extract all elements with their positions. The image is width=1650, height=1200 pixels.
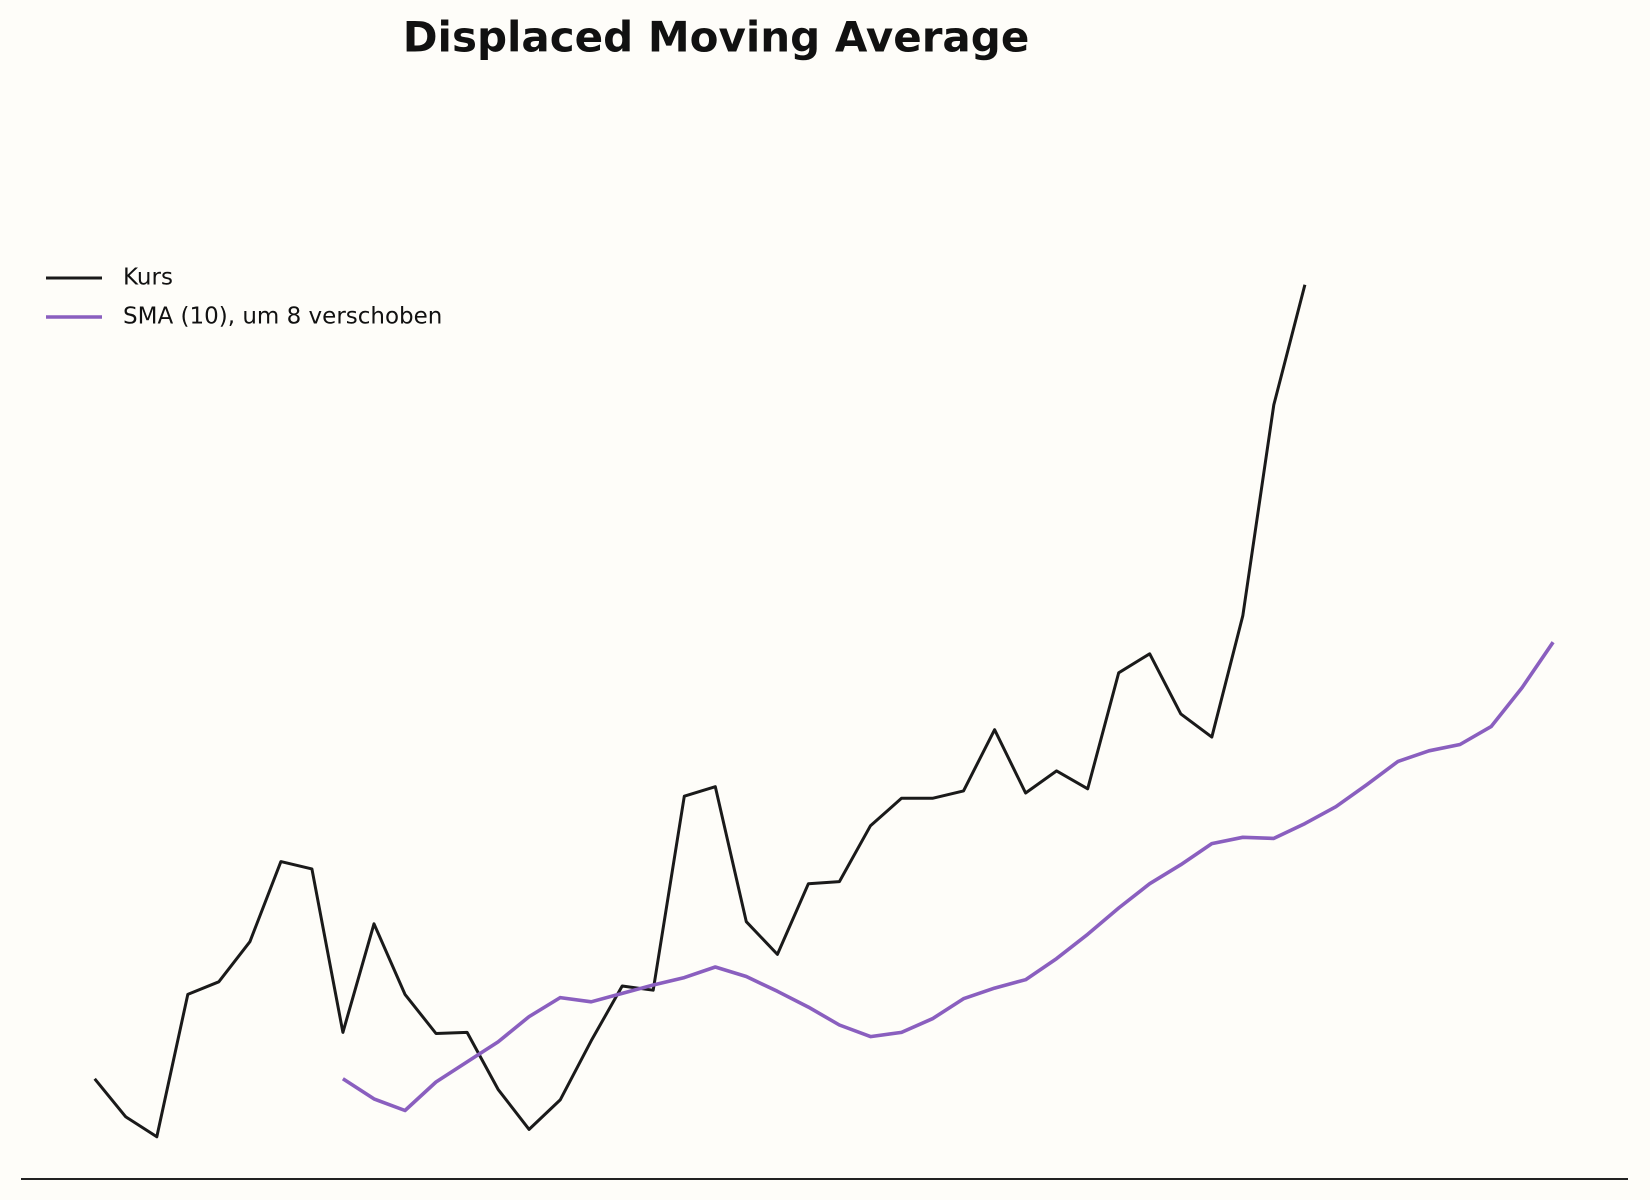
chart-title: Displaced Moving Average (403, 13, 1030, 62)
line-series (341, 641, 1555, 1113)
legend-label: SMA (10), um 8 verschoben (123, 304, 442, 330)
legend-label: Kurs (123, 265, 173, 291)
line-series (93, 284, 1307, 1139)
